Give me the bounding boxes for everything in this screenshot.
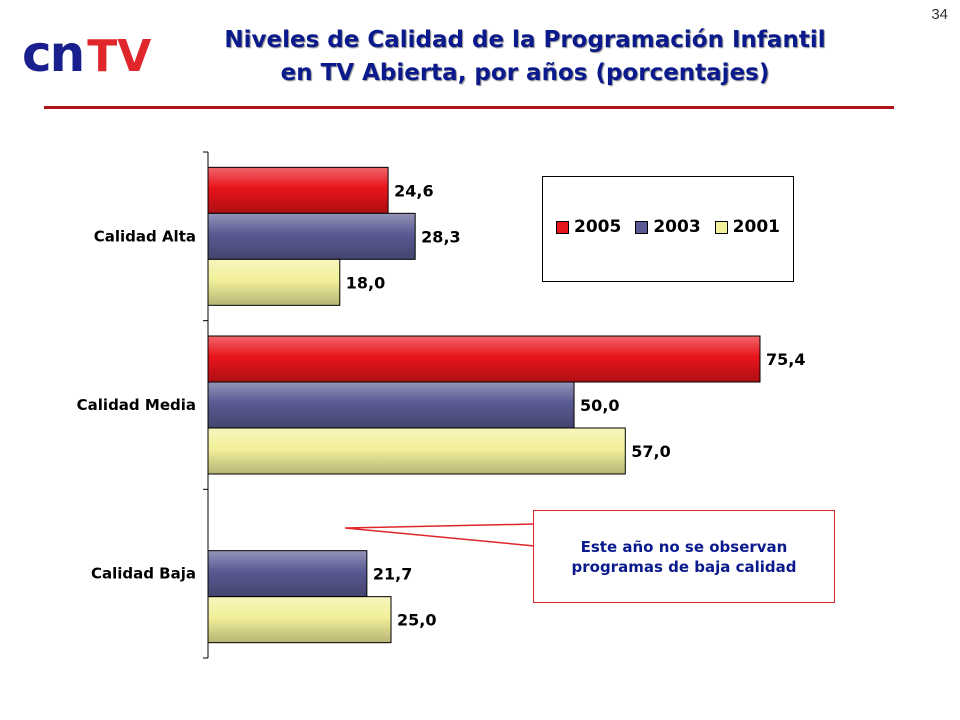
page-number: 34: [931, 6, 948, 23]
data-label: 28,3: [421, 227, 460, 246]
title-divider: [44, 106, 894, 109]
cntv-logo: cnTV: [22, 26, 151, 82]
legend-item-2003: 2003: [635, 217, 701, 237]
bar-2003-calidad-media: [207, 381, 575, 429]
slide-title: Niveles de Calidad de la Programación In…: [180, 24, 870, 90]
callout-pointer: [344, 523, 536, 547]
bar-2005-calidad-media: [207, 335, 761, 383]
logo-cn-text: cn: [22, 25, 85, 83]
bar-2003-calidad-baja: [207, 550, 368, 598]
bar-2003-calidad-alta: [207, 212, 416, 260]
category-label: Calidad Alta: [94, 227, 196, 245]
legend-swatch: [635, 220, 649, 234]
bar-2001-calidad-alta: [207, 258, 341, 306]
legend-item-2001: 2001: [714, 217, 780, 237]
legend-item-2005: 2005: [556, 217, 621, 237]
bar-2001-calidad-baja: [207, 596, 392, 644]
callout-line2: programas de baja calidad: [571, 557, 797, 576]
slide-title-line1: Niveles de Calidad de la Programación In…: [224, 27, 826, 53]
category-label: Calidad Media: [77, 396, 196, 414]
data-label: 75,4: [766, 350, 805, 369]
legend-swatch: [714, 220, 728, 234]
callout-line1: Este año no se observan: [580, 537, 788, 556]
chart-legend: 2005 2003 2001: [542, 176, 794, 282]
data-label: 21,7: [373, 565, 412, 584]
legend-swatch: [556, 220, 569, 234]
slide-title-line2: en TV Abierta, por años (porcentajes): [280, 60, 770, 86]
logo-tv-text: TV: [87, 31, 152, 82]
data-label: 57,0: [631, 442, 670, 461]
data-label: 50,0: [580, 396, 619, 415]
legend-label: 2003: [653, 217, 701, 237]
category-label: Calidad Baja: [91, 565, 196, 583]
bar-2001-calidad-media: [207, 427, 626, 475]
annotation-callout: Este año no se observan programas de baj…: [533, 510, 835, 603]
data-label: 25,0: [397, 611, 436, 630]
legend-label: 2005: [574, 217, 622, 237]
data-label: 18,0: [346, 273, 385, 292]
legend-row: 2005 2003 2001: [543, 217, 793, 237]
legend-label: 2001: [732, 217, 780, 237]
bar-2005-calidad-alta: [207, 166, 389, 214]
data-label: 24,6: [394, 181, 433, 200]
